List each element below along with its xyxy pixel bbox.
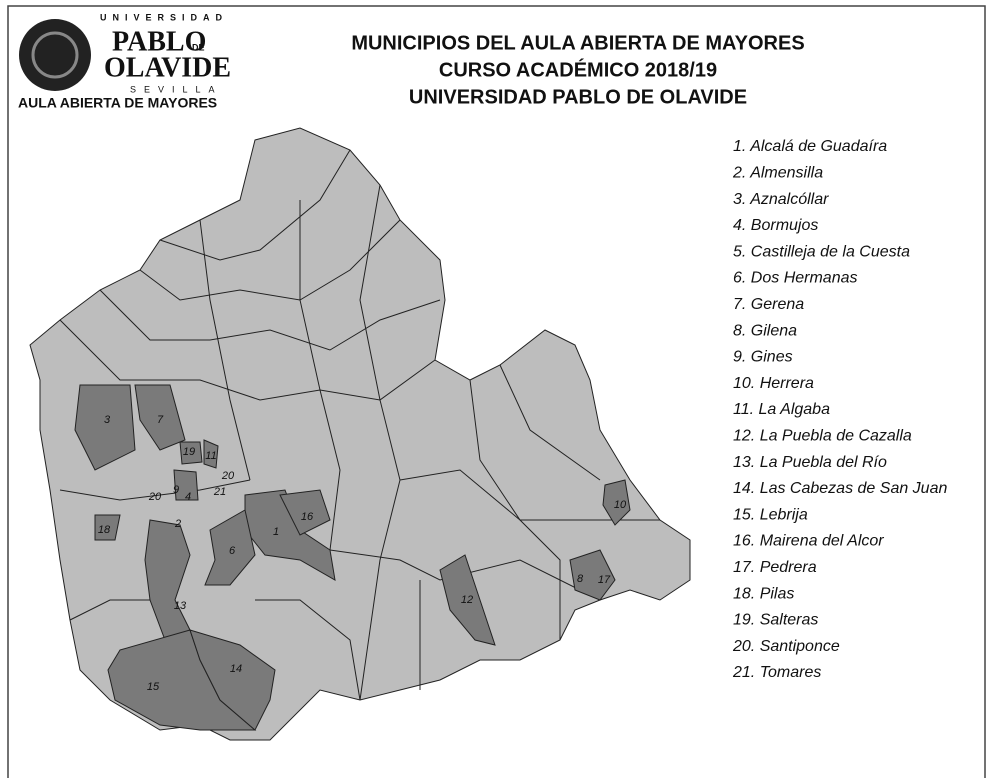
logo-emblem — [19, 19, 91, 91]
map-label: 1 — [273, 526, 279, 538]
legend-item: 11. La Algaba — [733, 401, 830, 418]
map-label: 15 — [147, 681, 160, 693]
legend-item: 10. Herrera — [733, 375, 814, 392]
logo-city: SEVILLA — [130, 84, 223, 94]
map — [30, 128, 690, 740]
map-label: 13 — [174, 600, 187, 612]
legend-item: 1. Alcalá de Guadaíra — [733, 138, 887, 155]
legend-item: 21. Tomares — [732, 664, 821, 681]
logo-de: DE — [192, 42, 205, 52]
map-label: 6 — [229, 545, 236, 557]
title-line: MUNICIPIOS DEL AULA ABIERTA DE MAYORES — [351, 32, 804, 54]
map-label: 9 — [173, 484, 179, 496]
legend-item: 5. Castilleja de la Cuesta — [733, 243, 910, 260]
logo-top: UNIVERSIDAD — [100, 12, 228, 22]
map-label: 16 — [301, 511, 314, 523]
map-label: 21 — [213, 486, 226, 498]
legend-item: 16. Mairena del Alcor — [733, 533, 884, 550]
legend-item: 17. Pedrera — [733, 559, 817, 576]
legend-item: 14. Las Cabezas de San Juan — [733, 480, 947, 497]
legend-item: 6. Dos Hermanas — [733, 270, 858, 287]
legend-item: 2. Almensilla — [732, 165, 823, 182]
map-label: 12 — [461, 594, 473, 606]
legend-item: 15. Lebrija — [733, 506, 808, 523]
legend-item: 19. Salteras — [733, 612, 818, 629]
map-label: 4 — [185, 491, 191, 503]
logo-olavide: OLAVIDE — [104, 52, 231, 83]
map-label: 8 — [577, 573, 584, 585]
legend-item: 20. Santiponce — [732, 638, 840, 655]
legend-item: 7. Gerena — [733, 296, 804, 313]
title-line: CURSO ACADÉMICO 2018/19 — [439, 58, 717, 81]
map-label: 10 — [614, 499, 627, 511]
legend-item: 8. Gilena — [733, 322, 797, 339]
map-label: 20 — [148, 491, 162, 503]
page: UNIVERSIDAD PABLO DE OLAVIDE SEVILLA AUL… — [0, 0, 993, 778]
title-line: UNIVERSIDAD PABLO DE OLAVIDE — [409, 86, 747, 108]
legend-item: 13. La Puebla del Río — [733, 454, 887, 471]
legend-item: 3. Aznalcóllar — [733, 191, 829, 208]
map-label: 14 — [230, 663, 242, 675]
map-label: 3 — [104, 414, 111, 426]
map-label: 20 — [221, 470, 235, 482]
legend-item: 18. Pilas — [733, 585, 794, 602]
logo: UNIVERSIDAD PABLO DE OLAVIDE SEVILLA AUL… — [18, 12, 231, 110]
legend-item: 12. La Puebla de Cazalla — [733, 428, 912, 445]
map-label: 17 — [598, 574, 611, 586]
map-label: 11 — [205, 450, 216, 462]
map-label: 18 — [98, 524, 111, 536]
map-label: 19 — [183, 446, 195, 458]
legend-item: 9. Gines — [733, 349, 793, 366]
map-label: 2 — [174, 518, 181, 530]
legend-item: 4. Bormujos — [733, 217, 818, 234]
map-label: 7 — [157, 414, 164, 426]
logo-caption: AULA ABIERTA DE MAYORES — [18, 95, 217, 111]
